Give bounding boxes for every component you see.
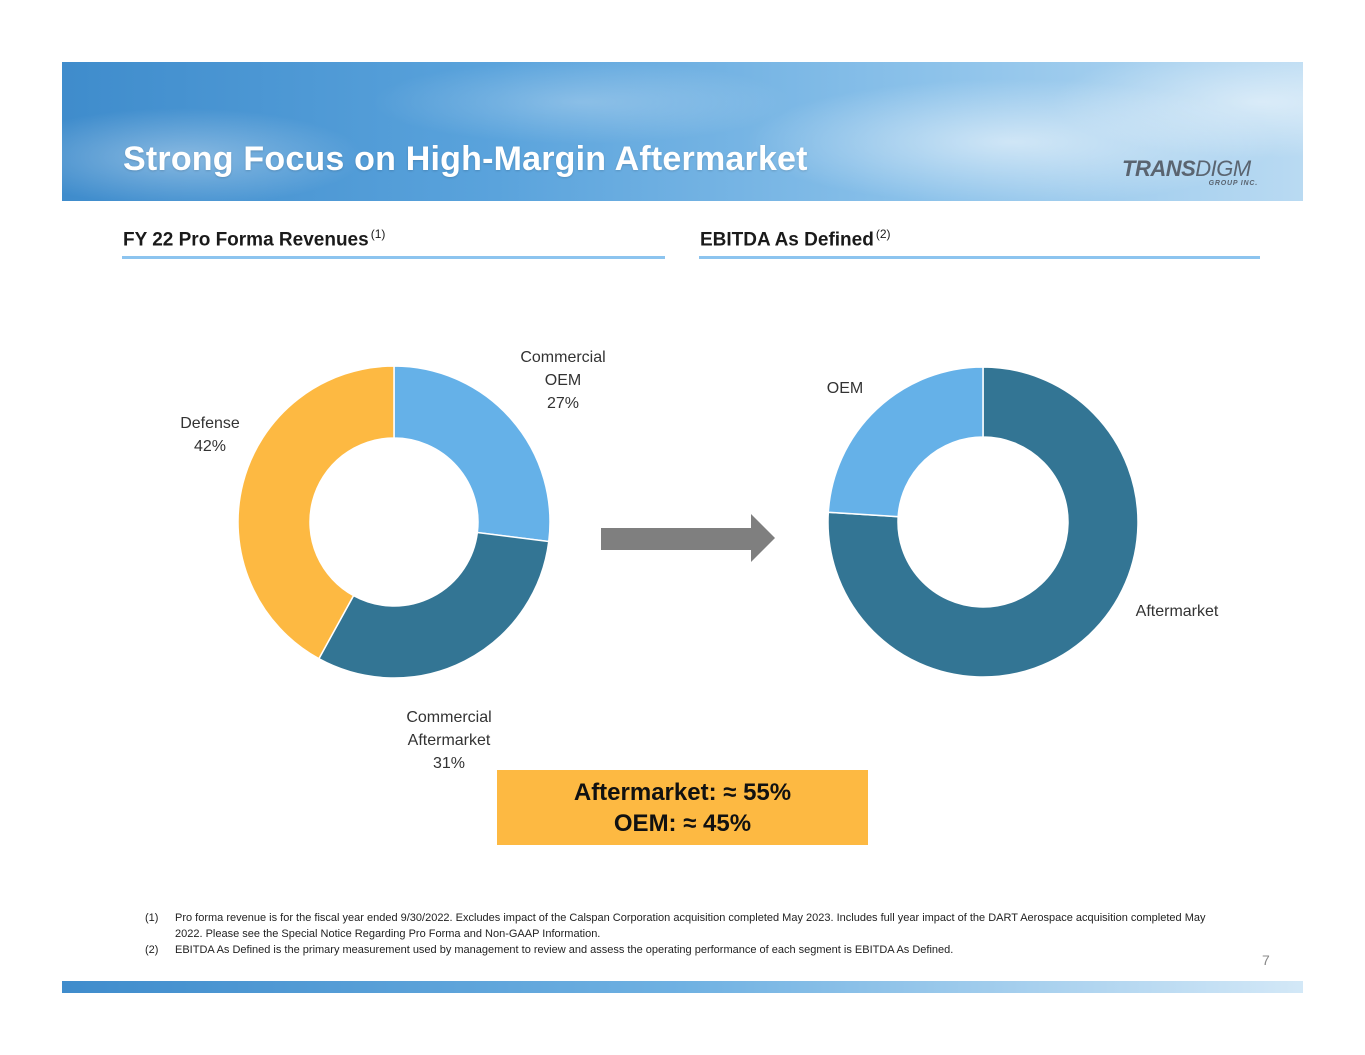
revenues-heading: FY 22 Pro Forma Revenues (1) xyxy=(123,227,386,251)
footer-bar xyxy=(62,981,1303,993)
mix-callout-box: Aftermarket: ≈ 55% OEM: ≈ 45% xyxy=(497,770,868,845)
callout-oem: OEM: ≈ 45% xyxy=(613,809,752,837)
page-number: 7 xyxy=(1262,952,1270,968)
revenues-label-commercial-oem: Commercial OEM 27% xyxy=(520,349,605,412)
revenues-label-commercial-aftermarket: Commercial Aftermarket 31% xyxy=(406,709,491,772)
revenues-donut-chart: Commercial OEM 27% Commercial Aftermarket 31%… xyxy=(180,349,605,772)
revenues-rule xyxy=(122,256,665,259)
ebitda-slice-oem xyxy=(827,366,984,518)
callout-aftermarket: Aftermarket: ≈ 55% xyxy=(573,778,792,806)
revenues-slice-commercial-aftermarket xyxy=(317,531,550,679)
ebitda-slice-aftermarket xyxy=(827,366,1139,678)
footnote-2: (2) EBITDA As Defined is the primary meas… xyxy=(145,944,954,956)
revenues-label-defense: Defense 42% xyxy=(180,415,240,455)
footnote-1: (1) Pro forma revenue is for the fiscal y… xyxy=(145,912,1206,940)
transdigm-logo: TRANSDIGM GROUP INC. xyxy=(1122,156,1258,188)
revenues-slice-commercial-oem xyxy=(393,365,551,543)
ebitda-label-oem: OEM xyxy=(827,380,863,397)
header-banner xyxy=(62,62,1303,201)
ebitda-rule xyxy=(699,256,1260,259)
page-title: Strong Focus on High-Margin Aftermarket xyxy=(123,140,808,178)
revenues-slice-defense xyxy=(237,365,395,660)
ebitda-donut-chart: Aftermarket OEM xyxy=(827,366,1219,678)
footnotes: (1) Pro forma revenue is for the fiscal y… xyxy=(145,910,1235,958)
right-arrow-icon xyxy=(601,514,775,562)
ebitda-heading: EBITDA As Defined (2) xyxy=(700,227,891,251)
ebitda-label-aftermarket: Aftermarket xyxy=(1136,603,1219,620)
